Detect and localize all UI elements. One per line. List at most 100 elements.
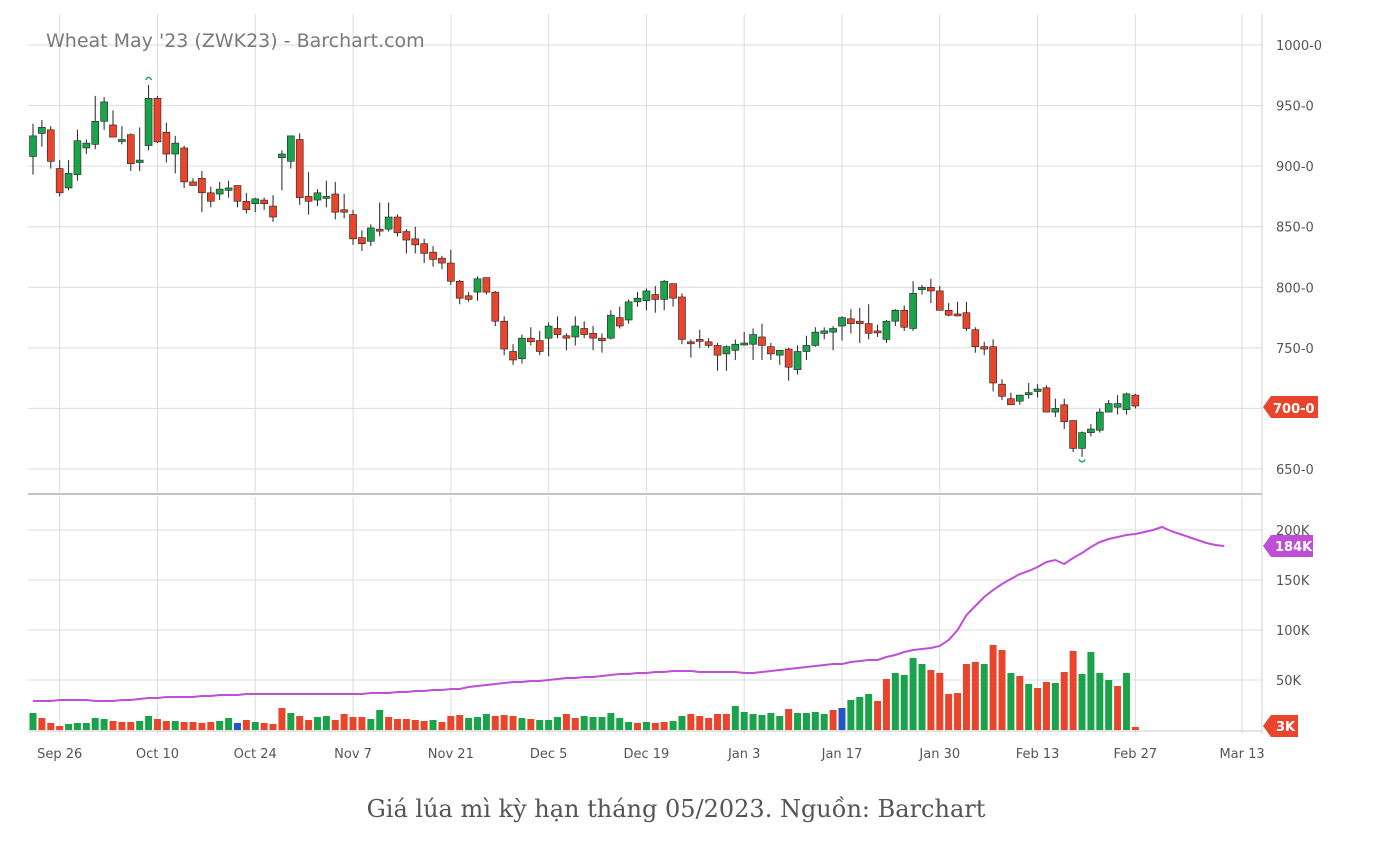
- open-interest-label: 184K: [1275, 540, 1313, 555]
- volume-bar: [180, 722, 188, 730]
- last-price-flag-shape: [1263, 396, 1318, 419]
- volume-bar: [127, 722, 135, 730]
- candle-body: [349, 214, 357, 240]
- volume-bar: [785, 709, 793, 730]
- candle-body: [447, 262, 455, 282]
- volume-bar: [242, 720, 250, 730]
- candle-body: [953, 313, 962, 317]
- candle-body: [55, 168, 64, 194]
- volume-bar: [171, 721, 179, 730]
- candle-body: [1069, 420, 1077, 449]
- volume-bar: [980, 664, 988, 730]
- candle-body: [758, 336, 766, 346]
- candle-body: [1060, 404, 1069, 423]
- volume-bar: [945, 694, 953, 730]
- volume-bar: [758, 715, 766, 730]
- candle-body: [1104, 403, 1113, 413]
- date-tick-label: Jan 17: [821, 747, 863, 762]
- volume-bar: [802, 713, 810, 730]
- candle-body: [375, 228, 384, 232]
- candle-body: [287, 135, 295, 162]
- price-tick-label: 650-0: [1276, 463, 1314, 478]
- candle-body: [180, 147, 188, 183]
- candle-body: [260, 199, 268, 204]
- candle-body: [811, 331, 820, 346]
- volume-bar: [340, 714, 348, 730]
- candle-body: [882, 320, 891, 340]
- candle-body: [562, 335, 571, 339]
- volume-bar: [331, 720, 339, 730]
- volume-bar: [1060, 672, 1068, 730]
- volume-bar: [1122, 673, 1130, 730]
- candle-body: [820, 330, 829, 334]
- candle-body: [171, 142, 180, 155]
- candle-body: [438, 257, 446, 264]
- volume-bar: [838, 708, 846, 730]
- volume-bar: [1087, 652, 1095, 730]
- price-tick-label: 800-0: [1276, 281, 1314, 296]
- price-candles: [29, 84, 1140, 457]
- candle-body: [473, 278, 482, 293]
- candle-body: [847, 318, 855, 324]
- volume-bar: [251, 722, 259, 730]
- candle-body: [118, 139, 126, 142]
- volume-bar: [1007, 673, 1015, 730]
- candle-body: [927, 286, 935, 292]
- volume-bar: [989, 645, 997, 730]
- candle-body: [784, 348, 793, 368]
- volume-bar: [545, 720, 553, 730]
- candle-body: [553, 328, 562, 335]
- futures-chart[interactable]: Wheat May '23 (ZWK23) - Barchart.com 650…: [0, 0, 1378, 790]
- volume-bar: [91, 718, 99, 730]
- volume-bar: [1105, 680, 1113, 730]
- candle-body: [242, 200, 251, 211]
- candle-body: [322, 196, 331, 199]
- candle-body: [304, 196, 313, 202]
- candle-body: [233, 185, 242, 202]
- candle-body: [126, 134, 135, 165]
- candle-body: [651, 294, 660, 300]
- price-tick-label: 1000-0: [1276, 39, 1322, 54]
- candle-body: [740, 342, 749, 346]
- candle-body: [224, 187, 233, 191]
- volume-bar: [313, 717, 321, 730]
- date-tick-label: Nov 7: [334, 747, 372, 762]
- volume-bar: [269, 724, 277, 730]
- candle-body: [989, 346, 997, 384]
- candle-body: [855, 320, 864, 324]
- candle-body: [509, 351, 517, 361]
- candle-body: [38, 127, 46, 134]
- candle-body: [535, 340, 544, 352]
- volume-bar: [376, 710, 384, 730]
- volume-bar: [607, 713, 615, 730]
- price-tick-label: 750-0: [1276, 342, 1314, 357]
- volume-bar: [1025, 684, 1033, 730]
- high-low-markers: [144, 76, 1086, 463]
- volume-bar: [687, 714, 695, 730]
- volume-bar: [411, 720, 419, 730]
- volume-bar: [109, 721, 117, 730]
- volume-bar: [642, 722, 650, 730]
- candle-body: [1078, 432, 1086, 449]
- candle-body: [420, 243, 428, 254]
- volume-bar: [616, 718, 624, 730]
- volume-bar: [47, 723, 55, 730]
- candle-body: [1024, 392, 1033, 395]
- candle-body: [704, 341, 713, 346]
- volume-bar: [189, 722, 197, 730]
- volume-bar: [811, 712, 819, 730]
- candle-body: [384, 216, 393, 230]
- price-tick-label: 950-0: [1276, 100, 1314, 115]
- candle-body: [1042, 387, 1051, 413]
- volume-bar: [65, 724, 73, 730]
- price-tick-label: 850-0: [1276, 221, 1314, 236]
- volume-bar: [393, 719, 401, 730]
- candle-body: [598, 337, 606, 341]
- candle-body: [918, 286, 926, 291]
- chart-caption: Giá lúa mì kỳ hạn tháng 05/2023. Nguồn: …: [366, 795, 986, 823]
- candle-body: [1113, 403, 1122, 408]
- volume-bar: [367, 719, 375, 730]
- date-tick-label: Mar 13: [1219, 747, 1264, 762]
- volume-bar: [349, 717, 357, 730]
- volume-bar: [136, 721, 144, 730]
